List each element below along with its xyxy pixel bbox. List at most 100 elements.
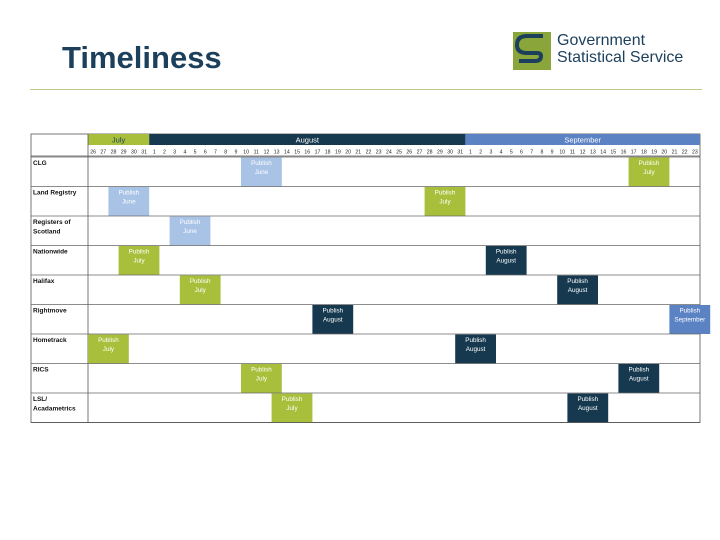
day-label: 5 xyxy=(194,150,197,156)
publish-bar-label: Publish xyxy=(639,160,660,167)
publish-bar-label: Publish xyxy=(435,190,456,197)
publish-bar-august xyxy=(618,364,660,393)
day-label: 18 xyxy=(325,150,331,156)
day-label: 14 xyxy=(284,150,290,156)
publish-bar-label: August xyxy=(496,258,516,265)
day-label: 4 xyxy=(183,150,186,156)
day-label: 12 xyxy=(580,150,586,156)
publish-bar-label: Publish xyxy=(628,367,649,374)
day-label: 20 xyxy=(345,150,351,156)
day-label: 29 xyxy=(121,150,127,156)
day-label: 27 xyxy=(100,150,106,156)
day-label: 2 xyxy=(163,150,166,156)
publish-bar-august xyxy=(557,275,598,305)
publish-bar-label: Publish xyxy=(190,278,211,285)
day-label: 25 xyxy=(396,150,402,156)
publish-bar-label: July xyxy=(643,169,655,176)
row-label-clg: CLG xyxy=(33,160,47,167)
day-label: 22 xyxy=(366,150,372,156)
day-label: 16 xyxy=(621,150,627,156)
row-label-registers-of-scotland: Scotland xyxy=(33,229,60,236)
row-label-rics: RICS xyxy=(33,367,49,374)
day-label: 7 xyxy=(214,150,217,156)
month-label: August xyxy=(296,136,320,145)
publish-bar-label: Publish xyxy=(679,308,700,315)
publish-bar-july xyxy=(179,275,221,305)
publish-bar-label: July xyxy=(103,346,115,353)
publish-bar-july xyxy=(241,364,282,393)
publish-bar-label: August xyxy=(629,376,649,383)
publish-bar-label: Publish xyxy=(251,160,272,167)
page-title: Timeliness xyxy=(62,40,222,75)
day-label: 9 xyxy=(551,150,554,156)
publish-bar-june xyxy=(241,157,282,187)
day-label: 22 xyxy=(682,150,688,156)
publish-bar-july xyxy=(118,246,160,275)
day-label: 16 xyxy=(304,150,310,156)
row-label-nationwide: Nationwide xyxy=(33,249,68,256)
publish-bar-label: August xyxy=(578,405,598,412)
publish-bar-label: June xyxy=(183,228,197,235)
day-label: 2 xyxy=(479,150,482,156)
publish-bar-label: Publish xyxy=(118,190,139,197)
day-label: 28 xyxy=(427,150,433,156)
publish-bar-label: July xyxy=(256,376,268,383)
day-label: 1 xyxy=(153,150,156,156)
publish-bar-july xyxy=(271,393,313,423)
publish-bar-label: Publish xyxy=(129,249,150,256)
day-label: 8 xyxy=(224,150,227,156)
publish-bar-label: July xyxy=(286,405,298,412)
publish-bar-label: Publish xyxy=(98,337,119,344)
day-label: 19 xyxy=(335,150,341,156)
publish-bar-label: Publish xyxy=(251,367,272,374)
month-label: September xyxy=(564,136,601,145)
table-frame xyxy=(30,133,701,423)
day-label: 11 xyxy=(254,150,259,156)
publish-bar-july xyxy=(424,187,466,216)
publish-bar-june xyxy=(169,216,211,246)
publish-bar-june xyxy=(108,187,150,216)
day-label: 11 xyxy=(570,150,575,156)
day-label: 31 xyxy=(141,150,147,156)
publish-bar-label: Publish xyxy=(577,396,598,403)
row-label-hometrack: Hometrack xyxy=(33,337,67,344)
day-label: 14 xyxy=(600,150,606,156)
day-label: 17 xyxy=(315,150,321,156)
publish-bar-label: August xyxy=(323,317,343,324)
publish-bar-august xyxy=(455,334,496,364)
day-label: 21 xyxy=(355,150,361,156)
day-label: 12 xyxy=(264,150,270,156)
day-label: 8 xyxy=(540,150,543,156)
logo-line-2: Statistical Service xyxy=(557,49,684,66)
publish-bar-label: Publish xyxy=(180,219,201,226)
day-label: 30 xyxy=(131,150,137,156)
publish-bar-label: July xyxy=(439,199,451,206)
day-label: 6 xyxy=(204,150,207,156)
row-label-lsl-acadametrics: Acadametrics xyxy=(33,406,76,413)
logo-text: Government Statistical Service xyxy=(557,32,683,66)
publish-bar-label: Publish xyxy=(322,308,343,315)
day-label: 10 xyxy=(559,150,565,156)
publish-bar-label: August xyxy=(466,346,486,353)
day-label: 29 xyxy=(437,150,443,156)
row-label-land-registry: Land Registry xyxy=(33,190,77,197)
publish-bar-label: July xyxy=(195,287,207,294)
row-label-rightmove: Rightmove xyxy=(33,308,67,315)
day-label: 19 xyxy=(651,150,657,156)
publish-bar-august xyxy=(312,305,354,334)
month-header-august xyxy=(149,134,466,145)
day-label: 15 xyxy=(610,150,616,156)
day-label: 18 xyxy=(641,150,647,156)
publish-bar-label: Publish xyxy=(567,278,588,285)
publish-bar-august xyxy=(485,246,527,275)
publish-bar-label: September xyxy=(674,317,705,324)
day-label: 26 xyxy=(90,150,96,156)
day-label: 23 xyxy=(376,150,382,156)
month-label: July xyxy=(112,136,126,145)
title-divider xyxy=(30,89,702,90)
day-label: 21 xyxy=(672,150,678,156)
month-header-september xyxy=(465,134,700,145)
row-label-lsl-acadametrics: LSL/ xyxy=(33,396,47,403)
publish-bar-label: August xyxy=(568,287,588,294)
